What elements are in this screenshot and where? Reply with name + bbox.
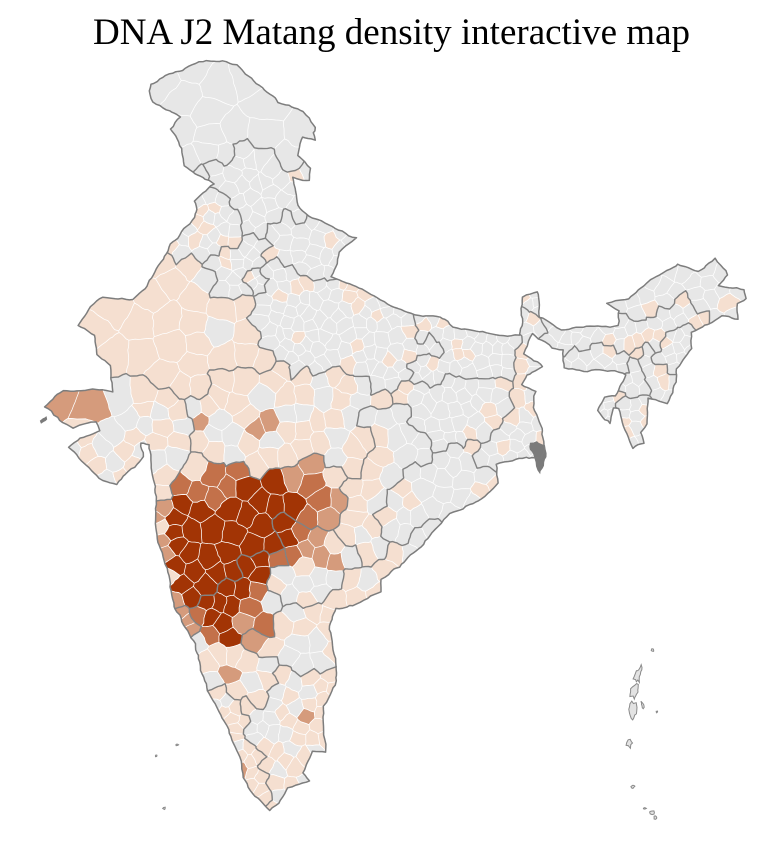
island-little-andaman[interactable]	[625, 738, 634, 750]
districts-peach[interactable]	[62, 167, 743, 811]
island-andaman-south[interactable]	[628, 700, 638, 721]
island-gt-nicobar[interactable]	[653, 815, 658, 820]
island-lakshadweep-3[interactable]	[161, 806, 166, 811]
island-east-speck[interactable]	[655, 710, 659, 714]
kutch-creek	[39, 416, 48, 424]
island-andaman-east[interactable]	[640, 700, 645, 710]
island-nancowry[interactable]	[642, 807, 648, 810]
island-andaman-north[interactable]	[632, 663, 643, 685]
islands	[154, 648, 659, 820]
island-car-nicobar[interactable]	[630, 784, 636, 789]
india-outline	[43, 59, 747, 812]
state-borders	[110, 137, 711, 807]
island-lakshadweep-2[interactable]	[175, 743, 180, 747]
island-barren-island[interactable]	[650, 648, 655, 652]
island-andaman-middle[interactable]	[629, 683, 639, 701]
island-lakshadweep-1[interactable]	[154, 754, 158, 758]
district-fills[interactable]	[44, 60, 747, 811]
island-katchall[interactable]	[649, 810, 655, 816]
map-title: DNA J2 Matang density interactive map	[92, 12, 690, 53]
